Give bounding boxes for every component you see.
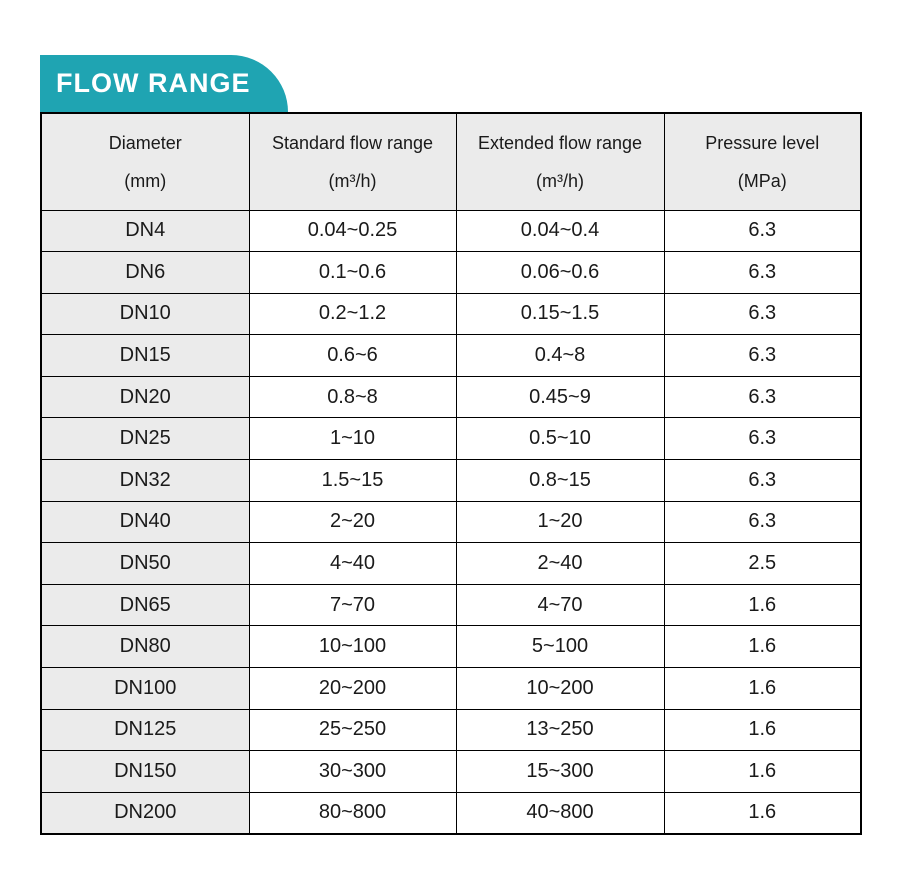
- header-extended-flow-range: Extended flow range (m³/h): [455, 112, 665, 211]
- table-row: DN125 25~250 13~250 1.6: [40, 708, 862, 752]
- diameter-cell: DN150: [40, 750, 250, 793]
- pressure-level-cell: 1.6: [663, 750, 862, 793]
- extended-flow-cell: 1~20: [455, 500, 665, 544]
- extended-flow-cell: 0.06~0.6: [455, 251, 665, 294]
- extended-flow-cell: 0.5~10: [455, 417, 665, 461]
- diameter-cell: DN40: [40, 500, 250, 544]
- standard-flow-cell: 0.2~1.2: [248, 292, 457, 336]
- table-row: DN50 4~40 2~40 2.5: [40, 542, 862, 585]
- pressure-level-cell: 6.3: [663, 417, 862, 461]
- diameter-cell: DN100: [40, 667, 250, 710]
- table-row: DN150 30~300 15~300 1.6: [40, 750, 862, 793]
- standard-flow-cell: 0.1~0.6: [248, 251, 457, 294]
- table-row: DN25 1~10 0.5~10 6.3: [40, 417, 862, 461]
- header-pressure-level-unit: (MPa): [737, 170, 787, 191]
- standard-flow-cell: 25~250: [248, 708, 457, 752]
- diameter-cell: DN6: [40, 251, 250, 294]
- standard-flow-cell: 0.04~0.25: [248, 209, 457, 253]
- standard-flow-cell: 1~10: [248, 417, 457, 461]
- table-row: DN6 0.1~0.6 0.06~0.6 6.3: [40, 251, 862, 294]
- pressure-level-cell: 6.3: [663, 459, 862, 502]
- extended-flow-cell: 5~100: [455, 625, 665, 669]
- table-row: DN4 0.04~0.25 0.04~0.4 6.3: [40, 209, 862, 253]
- header-extended-flow-range-label: Extended flow range: [477, 132, 643, 153]
- diameter-cell: DN10: [40, 292, 250, 336]
- header-pressure-level: Pressure level (MPa): [663, 112, 862, 211]
- table-row: DN65 7~70 4~70 1.6: [40, 583, 862, 627]
- header-standard-flow-range: Standard flow range (m³/h): [248, 112, 457, 211]
- diameter-cell: DN80: [40, 625, 250, 669]
- diameter-cell: DN25: [40, 417, 250, 461]
- pressure-level-cell: 1.6: [663, 583, 862, 627]
- standard-flow-cell: 0.6~6: [248, 334, 457, 377]
- pressure-level-cell: 1.6: [663, 708, 862, 752]
- standard-flow-cell: 20~200: [248, 667, 457, 710]
- pressure-level-cell: 6.3: [663, 500, 862, 544]
- table-row: DN40 2~20 1~20 6.3: [40, 500, 862, 544]
- extended-flow-cell: 0.4~8: [455, 334, 665, 377]
- header-standard-flow-range-label: Standard flow range: [271, 132, 434, 153]
- standard-flow-cell: 1.5~15: [248, 459, 457, 502]
- flow-range-table: Diameter (mm) Standard flow range (m³/h)…: [40, 112, 862, 835]
- table-body: DN4 0.04~0.25 0.04~0.4 6.3 DN6 0.1~0.6 0.06~0.…: [40, 209, 862, 835]
- header-diameter: Diameter (mm): [40, 112, 250, 211]
- header-standard-flow-range-unit: (m³/h): [328, 170, 377, 191]
- standard-flow-cell: 80~800: [248, 791, 457, 835]
- table-row: DN200 80~800 40~800 1.6: [40, 791, 862, 835]
- pressure-level-cell: 2.5: [663, 542, 862, 585]
- pressure-level-cell: 1.6: [663, 791, 862, 835]
- pressure-level-cell: 1.6: [663, 667, 862, 710]
- table-row: DN10 0.2~1.2 0.15~1.5 6.3: [40, 292, 862, 336]
- standard-flow-cell: 30~300: [248, 750, 457, 793]
- diameter-cell: DN20: [40, 375, 250, 419]
- standard-flow-cell: 4~40: [248, 542, 457, 585]
- pressure-level-cell: 6.3: [663, 375, 862, 419]
- extended-flow-cell: 10~200: [455, 667, 665, 710]
- table-row: DN80 10~100 5~100 1.6: [40, 625, 862, 669]
- extended-flow-cell: 13~250: [455, 708, 665, 752]
- diameter-cell: DN65: [40, 583, 250, 627]
- extended-flow-cell: 0.45~9: [455, 375, 665, 419]
- pressure-level-cell: 6.3: [663, 251, 862, 294]
- diameter-cell: DN15: [40, 334, 250, 377]
- pressure-level-cell: 1.6: [663, 625, 862, 669]
- table-row: DN100 20~200 10~200 1.6: [40, 667, 862, 710]
- standard-flow-cell: 0.8~8: [248, 375, 457, 419]
- table-row: DN15 0.6~6 0.4~8 6.3: [40, 334, 862, 377]
- extended-flow-cell: 0.04~0.4: [455, 209, 665, 253]
- header-extended-flow-range-unit: (m³/h): [536, 170, 584, 191]
- extended-flow-cell: 15~300: [455, 750, 665, 793]
- header-diameter-unit: (mm): [124, 170, 167, 191]
- standard-flow-cell: 10~100: [248, 625, 457, 669]
- table-header-row: Diameter (mm) Standard flow range (m³/h)…: [40, 112, 862, 211]
- extended-flow-cell: 4~70: [455, 583, 665, 627]
- pressure-level-cell: 6.3: [663, 209, 862, 253]
- table-row: DN32 1.5~15 0.8~15 6.3: [40, 459, 862, 502]
- diameter-cell: DN4: [40, 209, 250, 253]
- header-diameter-label: Diameter: [108, 132, 182, 153]
- standard-flow-cell: 2~20: [248, 500, 457, 544]
- diameter-cell: DN125: [40, 708, 250, 752]
- banner-title: FLOW RANGE: [56, 68, 251, 98]
- extended-flow-cell: 40~800: [455, 791, 665, 835]
- extended-flow-cell: 0.15~1.5: [455, 292, 665, 336]
- diameter-cell: DN50: [40, 542, 250, 585]
- table-row: DN20 0.8~8 0.45~9 6.3: [40, 375, 862, 419]
- diameter-cell: DN200: [40, 791, 250, 835]
- diameter-cell: DN32: [40, 459, 250, 502]
- flow-range-banner: FLOW RANGE: [40, 55, 288, 112]
- extended-flow-cell: 0.8~15: [455, 459, 665, 502]
- standard-flow-cell: 7~70: [248, 583, 457, 627]
- pressure-level-cell: 6.3: [663, 292, 862, 336]
- header-pressure-level-label: Pressure level: [705, 132, 820, 153]
- pressure-level-cell: 6.3: [663, 334, 862, 377]
- extended-flow-cell: 2~40: [455, 542, 665, 585]
